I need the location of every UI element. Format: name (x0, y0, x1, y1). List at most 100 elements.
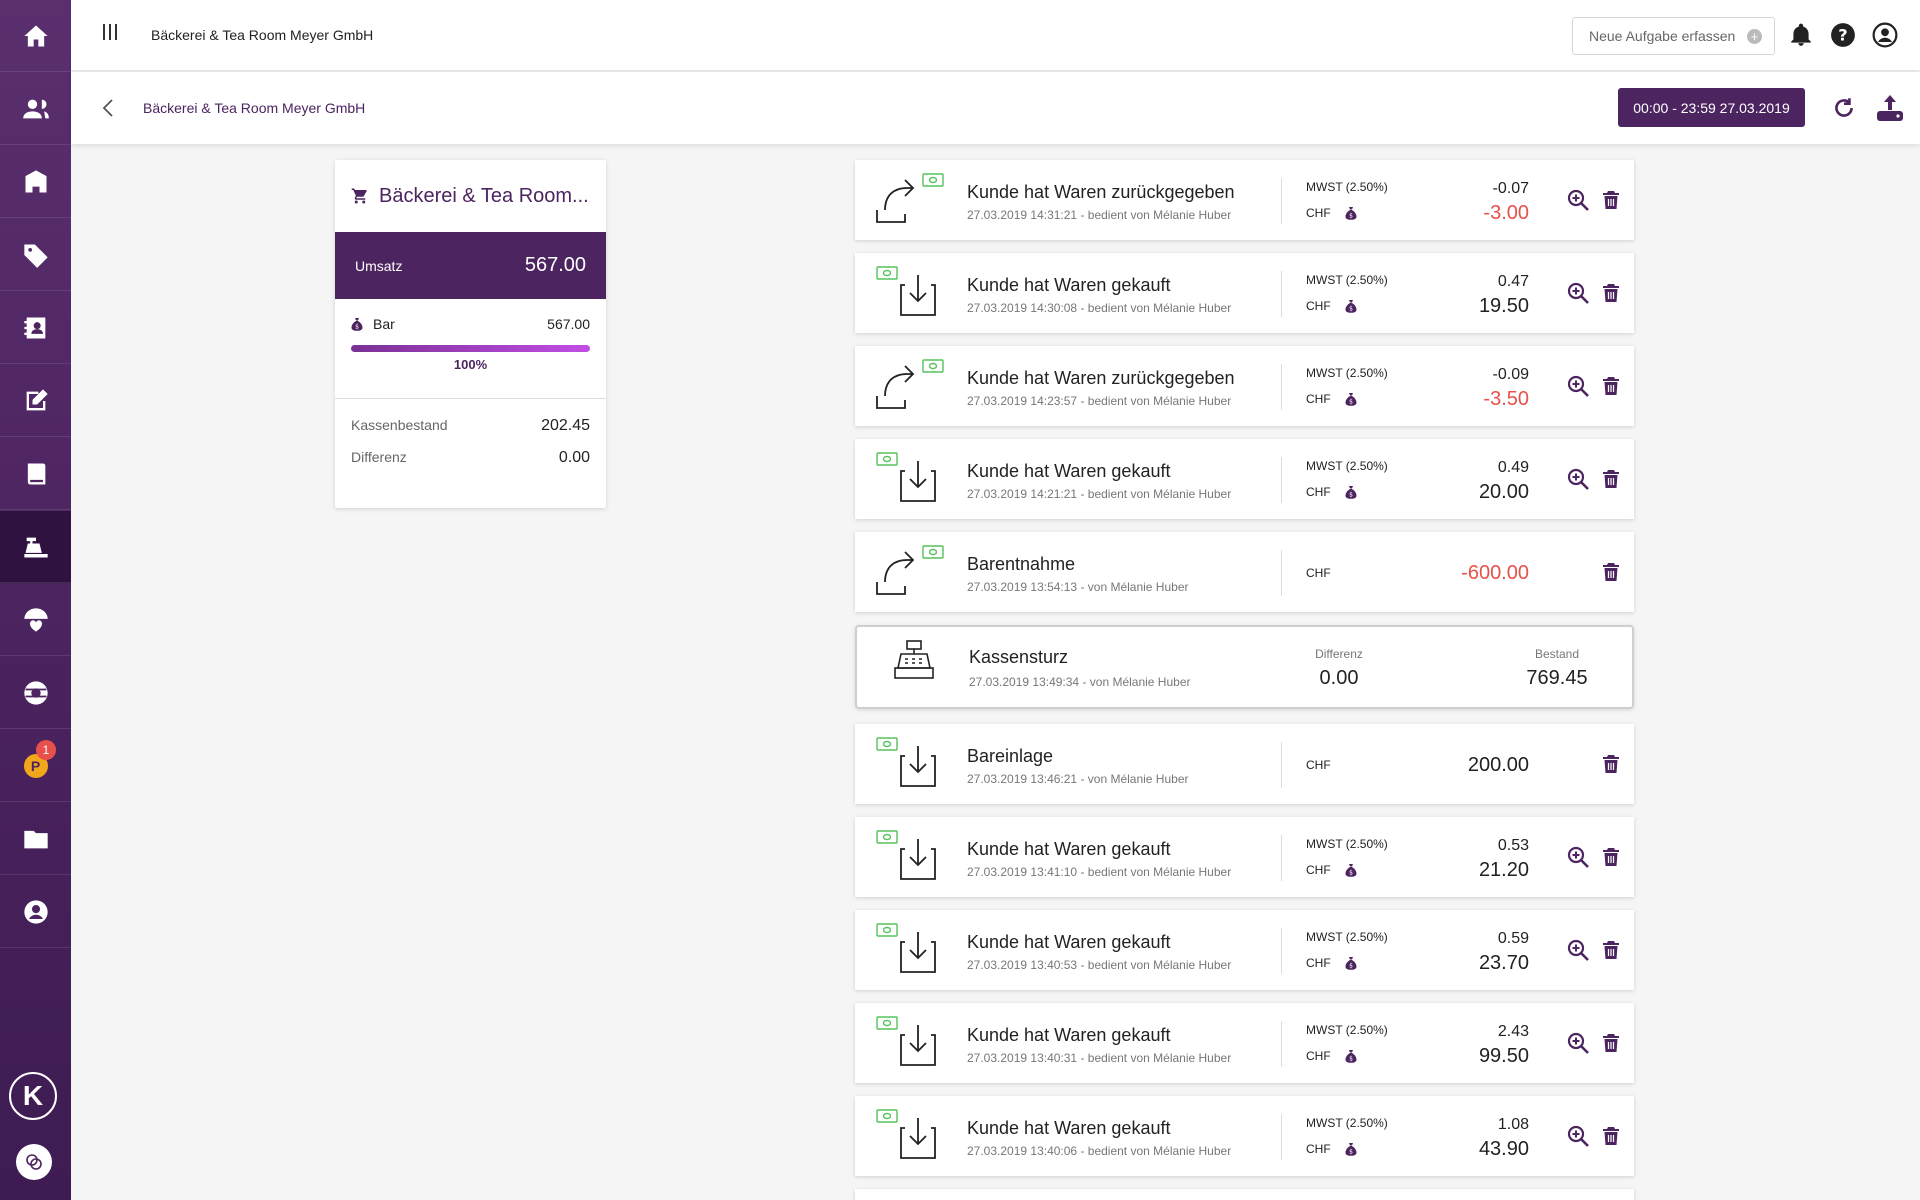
subheader: Bäckerei & Tea Room Meyer GmbH 00:00 - 2… (71, 72, 1920, 144)
transaction-title: Kunde hat Waren zurückgegeben (967, 182, 1235, 202)
sidebar-item-book[interactable] (0, 438, 71, 510)
cash-register-icon (893, 639, 935, 681)
mwst-label: MWST (2.50%) (1306, 273, 1388, 287)
book-icon (27, 463, 45, 484)
app-logo[interactable]: K (9, 1072, 57, 1120)
zoom-icon[interactable] (1566, 938, 1590, 962)
zoom-icon[interactable] (1566, 281, 1590, 305)
amount-value: -3.00 (1483, 202, 1529, 224)
tax-value: -0.07 (1492, 180, 1529, 197)
transaction-row[interactable]: Barentnahme 27.03.2019 13:54:13 - von Mél… (855, 532, 1634, 612)
transaction-sub: 27.03.2019 13:40:31 - bedient von Mélani… (967, 1051, 1232, 1065)
transaction-row[interactable]: Kunde hat Waren zurückgegeben 27.03.2019 … (855, 160, 1634, 240)
transaction-row[interactable]: Kunde hat Waren gekauft 27.03.2019 14:21:… (855, 439, 1634, 519)
currency-row: CHF (1306, 566, 1331, 580)
sidebar-item-building[interactable] (0, 146, 71, 218)
transaction-row[interactable]: Kunde hat Waren gekauft 27.03.2019 14:30:… (855, 253, 1634, 333)
trash-icon[interactable] (1602, 469, 1620, 489)
trash-icon[interactable] (1602, 1033, 1620, 1053)
sidebar-item-support[interactable] (0, 657, 71, 729)
transaction-row[interactable]: Kunde hat Waren gekauft 27.03.2019 13:40:… (855, 910, 1634, 990)
help-icon[interactable]: ? (1830, 22, 1856, 48)
sidebar-item-home[interactable] (0, 0, 71, 72)
svg-text:?: ? (1838, 25, 1847, 44)
sidebar-item-edit[interactable] (0, 365, 71, 437)
date-range-button[interactable]: 00:00 - 23:59 27.03.2019 (1618, 88, 1805, 127)
new-task-placeholder: Neue Aufgabe erfassen (1589, 28, 1736, 44)
sidebar-item-tag[interactable] (0, 219, 71, 291)
transaction-row[interactable] (855, 1189, 1634, 1200)
transaction-row[interactable]: Bareinlage 27.03.2019 13:46:21 - von Méla… (855, 724, 1634, 804)
money-bag-icon: $ (1345, 1143, 1357, 1156)
trash-icon[interactable] (1602, 847, 1620, 867)
return-icon (875, 358, 945, 412)
sidebar-item-contacts[interactable] (0, 292, 71, 364)
export-icon[interactable] (1874, 92, 1906, 124)
trash-icon[interactable] (1602, 190, 1620, 210)
currency-row: CHF $ (1306, 956, 1357, 970)
amount-value: 99.50 (1478, 1045, 1529, 1067)
tax-value: 2.43 (1497, 1023, 1529, 1040)
zoom-icon[interactable] (1566, 1124, 1590, 1148)
svg-text:$: $ (1349, 963, 1353, 970)
sidebar-item-account[interactable] (0, 876, 71, 948)
svg-text:$: $ (355, 324, 359, 331)
amount-value: -3.50 (1483, 388, 1529, 410)
transaction-row[interactable]: Kunde hat Waren gekauft 27.03.2019 13:40:… (855, 1096, 1634, 1176)
account-circle-icon[interactable] (1872, 22, 1898, 48)
zoom-icon[interactable] (1566, 374, 1590, 398)
transaction-sub: 27.03.2019 13:40:06 - bedient von Mélani… (967, 1144, 1232, 1158)
transaction-row[interactable]: Kunde hat Waren gekauft 27.03.2019 13:41:… (855, 817, 1634, 897)
divider (1281, 457, 1282, 503)
tax-value: 0.47 (1497, 273, 1529, 290)
currency-row: CHF $ (1306, 1142, 1357, 1156)
breadcrumb[interactable]: Bäckerei & Tea Room Meyer GmbH (143, 100, 366, 116)
trash-icon[interactable] (1602, 562, 1620, 582)
trash-icon[interactable] (1602, 940, 1620, 960)
zoom-icon[interactable] (1566, 1031, 1590, 1055)
chat-icon[interactable] (16, 1144, 52, 1180)
transaction-title: Kunde hat Waren gekauft (967, 1118, 1171, 1138)
divider (1281, 835, 1282, 881)
amount-value: 200.00 (1467, 754, 1529, 776)
transaction-title: Kunde hat Waren gekauft (967, 839, 1171, 859)
trash-icon[interactable] (1602, 1126, 1620, 1146)
amount-value: 21.20 (1478, 859, 1529, 881)
menu-icon[interactable] (103, 24, 117, 44)
tax-value: 0.49 (1497, 459, 1529, 476)
back-arrow-icon[interactable] (99, 96, 119, 120)
kassensturz-bestand: Bestand 769.45 (1512, 647, 1602, 690)
transaction-sub: 27.03.2019 14:23:57 - bedient von Mélani… (967, 394, 1232, 408)
sidebar-item-users[interactable] (0, 73, 71, 145)
currency-label: CHF (1306, 758, 1331, 772)
money-bag-icon: $ (1345, 486, 1357, 499)
divider (1281, 1114, 1282, 1160)
zoom-icon[interactable] (1566, 845, 1590, 869)
refresh-icon[interactable] (1831, 95, 1857, 121)
zoom-icon[interactable] (1566, 188, 1590, 212)
transaction-sub: 27.03.2019 13:46:21 - von Mélanie Huber (967, 772, 1189, 786)
mwst-label: MWST (2.50%) (1306, 1023, 1388, 1037)
sidebar-item-umbrella-heart[interactable] (0, 584, 71, 656)
svg-text:$: $ (1349, 213, 1353, 220)
trash-icon[interactable] (1602, 754, 1620, 774)
zoom-icon[interactable] (1566, 467, 1590, 491)
summary-header[interactable]: Bäckerei & Tea Room... (335, 160, 606, 232)
trash-icon[interactable] (1602, 376, 1620, 396)
bell-icon[interactable] (1788, 22, 1814, 48)
kassensturz-row[interactable]: Kassensturz 27.03.2019 13:49:34 - von Mé… (855, 625, 1634, 709)
sidebar-item-folder[interactable] (0, 803, 71, 875)
currency-row: CHF (1306, 758, 1331, 772)
transaction-row[interactable]: Kunde hat Waren zurückgegeben 27.03.2019 … (855, 346, 1634, 426)
trash-icon[interactable] (1602, 283, 1620, 303)
purchase-icon (875, 1015, 945, 1069)
sidebar-item-cash-register[interactable] (0, 511, 71, 583)
divider (1281, 364, 1282, 410)
money-bag-icon: $ (1345, 393, 1357, 406)
currency-label: CHF (1306, 392, 1331, 406)
bestand-value: 769.45 (1526, 667, 1588, 689)
building-icon (25, 169, 46, 192)
new-task-input[interactable]: Neue Aufgabe erfassen + (1572, 17, 1775, 55)
transaction-row[interactable]: Kunde hat Waren gekauft 27.03.2019 13:40:… (855, 1003, 1634, 1083)
